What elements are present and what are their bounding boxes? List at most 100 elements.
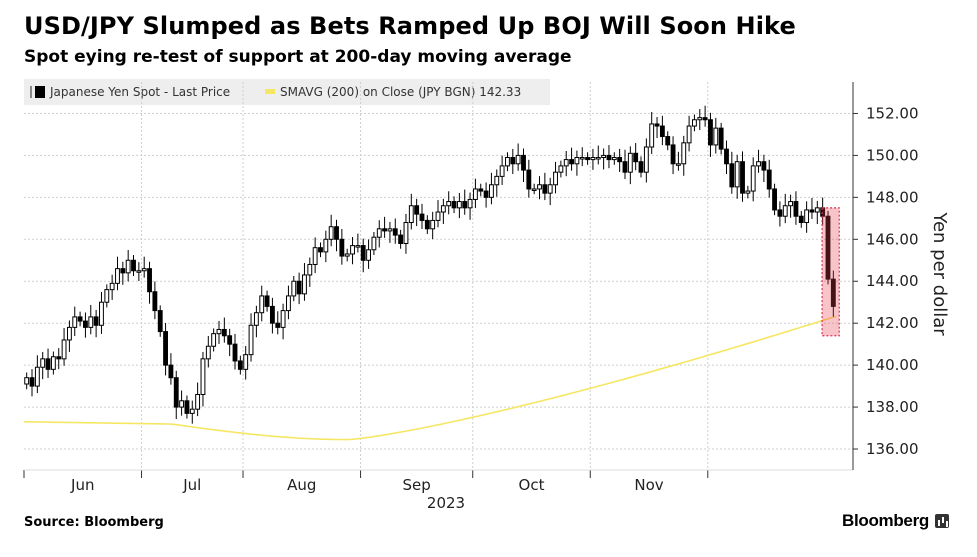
candle-down	[740, 161, 745, 194]
highlight-layer	[821, 207, 840, 337]
candle-down	[339, 238, 345, 257]
candle-up	[558, 165, 564, 173]
candle-down	[665, 136, 671, 146]
candle-up	[253, 312, 259, 326]
candle-up	[579, 157, 585, 160]
candle-up	[446, 201, 452, 207]
candle-up	[745, 190, 751, 194]
candle-up	[302, 274, 307, 295]
candle-down	[120, 268, 126, 274]
candle-up	[366, 249, 371, 261]
candle-up	[328, 226, 334, 240]
candle-down	[569, 159, 574, 165]
candle-up	[141, 268, 147, 272]
candle-up	[804, 209, 810, 224]
candle-down	[830, 278, 836, 307]
candle-down	[724, 148, 729, 165]
candle-down	[729, 163, 735, 188]
candle-up	[61, 339, 67, 360]
candle-up	[643, 146, 649, 173]
candle-up	[216, 328, 222, 335]
x-axis-labels: 2023 Jun Jul Aug Sep Oct Nov	[70, 476, 664, 512]
candle-up	[99, 301, 104, 326]
candle-down	[152, 291, 158, 312]
candle-down	[414, 205, 420, 215]
candle-up	[355, 245, 361, 248]
bloomberg-logo: Bloomberg	[842, 511, 949, 531]
candle-down	[318, 247, 323, 253]
candle-down	[237, 360, 243, 370]
candle-up	[788, 201, 794, 207]
source-note: Source: Bloomberg	[24, 515, 164, 530]
candle-down	[227, 335, 233, 345]
candle-up	[403, 222, 409, 244]
candle-up	[195, 393, 201, 410]
candle-up	[547, 184, 553, 194]
y-tick-label: 142.00	[866, 314, 919, 332]
candle-up	[205, 345, 211, 360]
candle-up	[756, 161, 761, 167]
y-tick-label: 148.00	[866, 188, 919, 206]
candle-up	[104, 289, 110, 303]
x-tick-label: Aug	[287, 476, 316, 494]
candle-down	[772, 188, 777, 211]
candle-up	[34, 366, 40, 387]
candle-up	[440, 205, 446, 213]
candle-down	[606, 154, 612, 161]
y-tick-label: 144.00	[866, 272, 919, 290]
candle-down	[809, 209, 815, 213]
legend: Japanese Yen Spot - Last Price SMAVG (20…	[24, 79, 550, 105]
candle-up	[515, 154, 521, 165]
terminal-icon	[935, 514, 949, 528]
candle-up	[467, 198, 473, 209]
candle-down	[147, 268, 152, 293]
candle-down	[334, 226, 339, 240]
candle-up	[376, 228, 382, 238]
candle-up	[601, 154, 607, 159]
candle-up	[259, 295, 265, 314]
sma-line	[24, 315, 837, 441]
candle-down	[157, 310, 163, 333]
candle-up	[574, 157, 580, 165]
candle-down	[777, 209, 783, 217]
candle-up	[435, 211, 441, 221]
candle-down	[670, 144, 676, 165]
candle-down	[659, 125, 665, 138]
candle-up	[371, 236, 377, 251]
candle-down	[793, 201, 799, 217]
candle-up	[499, 165, 505, 177]
candle-down	[360, 245, 366, 261]
candle-up	[590, 157, 596, 161]
candle-down	[45, 358, 51, 370]
candle-down	[419, 213, 425, 221]
candle-down	[392, 228, 398, 236]
candle-up	[24, 377, 30, 385]
legend-label-spot: Japanese Yen Spot - Last Price	[49, 85, 230, 99]
chart-subtitle: Spot eying re-test of support at 200-day…	[24, 47, 572, 67]
candle-up	[782, 205, 788, 217]
candle-up	[627, 152, 633, 173]
x-tick-label: Jul	[182, 476, 201, 494]
candle-up	[408, 205, 414, 224]
candle-down	[521, 154, 526, 171]
x-tick-label: Jun	[70, 476, 94, 494]
candle-down	[825, 215, 831, 280]
candle-down	[264, 295, 270, 307]
candle-up	[734, 161, 740, 188]
candle-down	[93, 316, 99, 326]
candle-up	[387, 228, 393, 232]
y-tick-label: 152.00	[866, 104, 919, 122]
candle-down	[761, 161, 767, 171]
candle-up	[344, 253, 350, 257]
candle-up	[681, 142, 687, 165]
candle-up	[323, 238, 329, 253]
candle-down	[622, 161, 628, 173]
x-tick-label: Nov	[634, 476, 663, 494]
candle-down	[424, 219, 430, 230]
candle-up	[286, 295, 291, 312]
candle-up	[692, 119, 697, 127]
candle-down	[398, 234, 404, 244]
candle-down	[77, 316, 83, 322]
candle-down	[29, 377, 35, 387]
